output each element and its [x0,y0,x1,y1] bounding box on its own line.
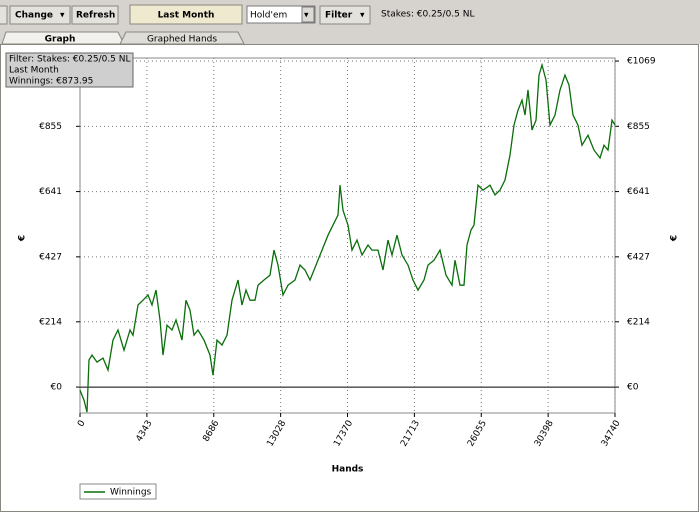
info-box [5,52,134,88]
tab-label: Graphed Hands [147,35,217,45]
button[interactable] [9,5,71,25]
dropdown-arrow: ▾ [60,11,65,21]
winnings-line [79,62,616,413]
y2-tick-label: €1069 [627,57,656,67]
y-axis-label: € [18,235,28,242]
y2-tick-label: €214 [627,317,650,327]
info-line: Last Month [9,66,59,76]
y2-axis-label: € [670,235,680,242]
y-tick-label: €427 [39,252,62,262]
legend-box [79,483,157,500]
stakes-label: Stakes: €0.25/0.5 NL [381,10,475,20]
select-value: Hold'em [250,11,287,21]
chart-panel [0,44,699,512]
y-tick-label: €641 [39,187,62,197]
button[interactable] [319,5,371,25]
plot: €0 €0 €214 €214 €427 €427 €641 €641 €855 €855 €106… [18,57,680,500]
button[interactable] [0,5,8,25]
x-tick-label: 0 [76,419,88,429]
button-label: Change [15,11,53,21]
legend: Winnings [79,483,157,500]
dropdown-arrow: ▾ [304,11,309,21]
info-line: Winnings: €873.95 [9,77,93,87]
y2-tick-label: €855 [627,122,650,132]
dropdown-arrow: ▾ [360,11,365,21]
select-arrow[interactable] [301,6,315,23]
y2-tick-label: €427 [627,252,650,262]
y-tick-label: €855 [39,122,62,132]
y2-tick-label: €641 [627,187,650,197]
tab-label: Graph [45,35,76,45]
x-axis-label: Hands [332,465,364,475]
button-label: Refresh [76,11,115,21]
y2-tick-label: €0 [627,383,639,393]
button-label: Last Month [158,11,215,21]
y-tick-label: €0 [51,383,63,393]
game-select[interactable] [246,5,316,24]
button[interactable] [71,5,119,25]
legend-label: Winnings [110,488,152,498]
button[interactable] [129,4,243,25]
info-line: Filter: Stakes: €0.25/0.5 NL [9,55,131,65]
button-label: Filter [325,11,353,21]
y-tick-label: €214 [39,317,62,327]
